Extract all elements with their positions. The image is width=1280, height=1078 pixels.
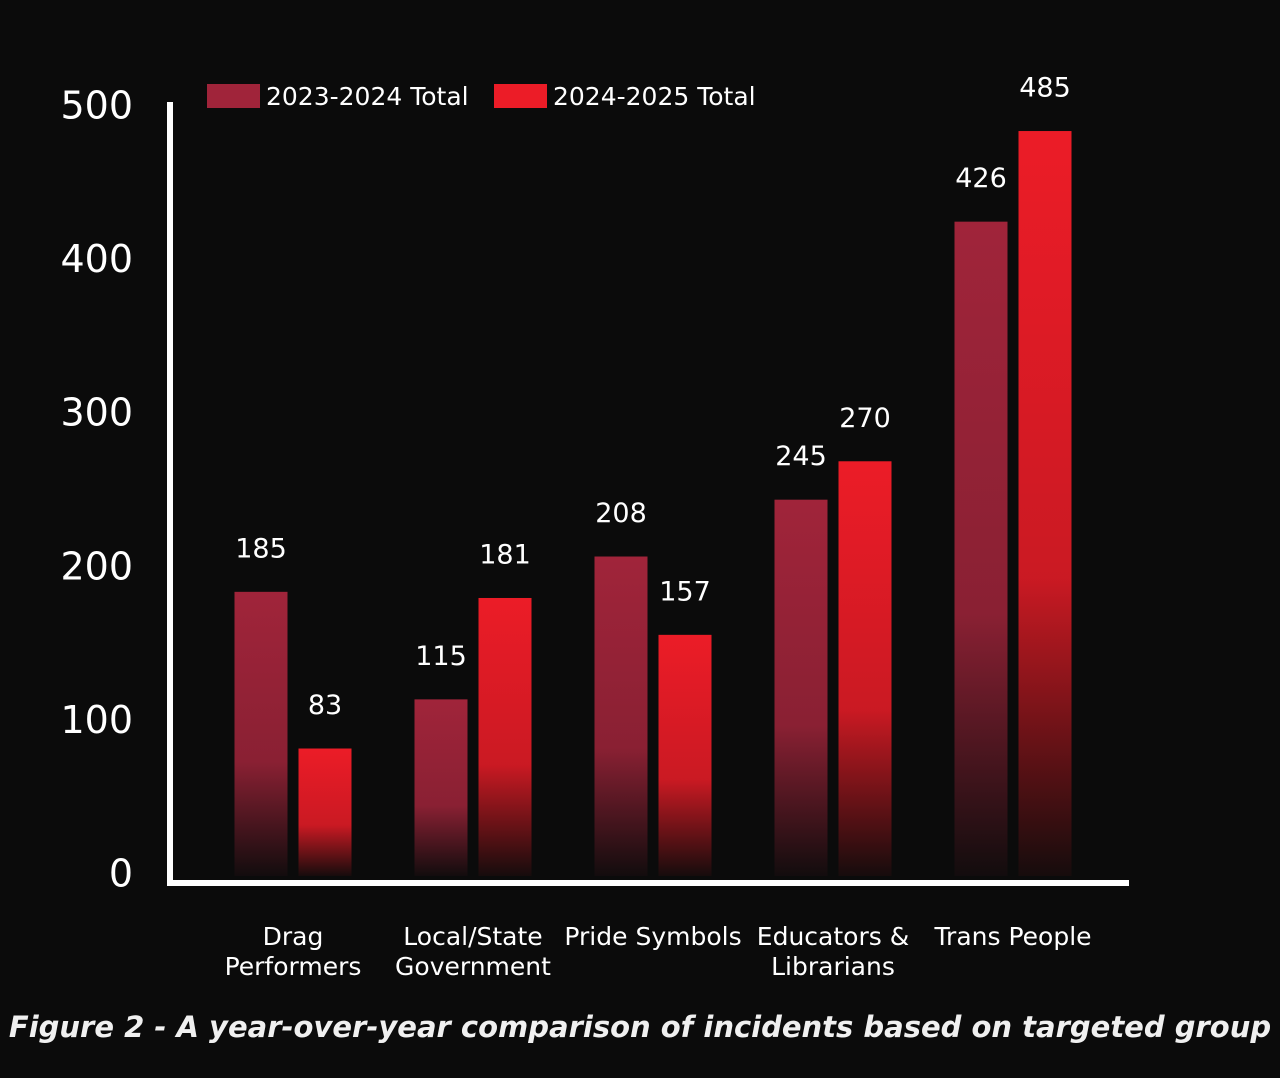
caption: Figure 2 - A year-over-year comparison o… [8, 1010, 1272, 1044]
value-label: 485 [1019, 73, 1071, 104]
bar [478, 597, 532, 876]
value-label: 185 [235, 533, 287, 564]
y-tick-label: 400 [60, 237, 133, 281]
x-tick-label: Local/State Government [395, 922, 551, 981]
x-tick-label: Drag Performers [224, 922, 362, 981]
x-tick-label: Educators & Librarians [756, 922, 910, 981]
x-tick-label: Pride Symbols [564, 922, 742, 951]
legend-label: 2024-2025 Total [553, 82, 756, 111]
value-label: 83 [308, 690, 342, 721]
value-label: 181 [479, 539, 531, 570]
value-label: 245 [775, 441, 827, 472]
legend-label: 2023-2024 Total [266, 82, 469, 111]
legend-swatch [207, 84, 260, 108]
y-tick-label: 500 [60, 84, 133, 128]
value-label: 208 [595, 498, 647, 529]
bar [954, 221, 1008, 876]
bar [1018, 131, 1072, 877]
bar [298, 748, 352, 876]
bar [838, 461, 892, 876]
y-tick-label: 100 [60, 698, 133, 742]
value-label: 270 [839, 403, 891, 434]
bar [414, 699, 468, 876]
bar [234, 591, 288, 876]
value-label: 426 [955, 163, 1007, 194]
value-label: 157 [659, 576, 711, 607]
bar [594, 556, 648, 876]
y-tick-label: 200 [60, 544, 133, 588]
bar [774, 499, 828, 876]
y-tick-label: 0 [109, 852, 133, 896]
x-tick-label: Trans People [934, 922, 1092, 951]
y-tick-label: 300 [60, 391, 133, 435]
legend-swatch [494, 84, 547, 108]
bar [658, 634, 712, 876]
value-label: 115 [415, 641, 467, 672]
